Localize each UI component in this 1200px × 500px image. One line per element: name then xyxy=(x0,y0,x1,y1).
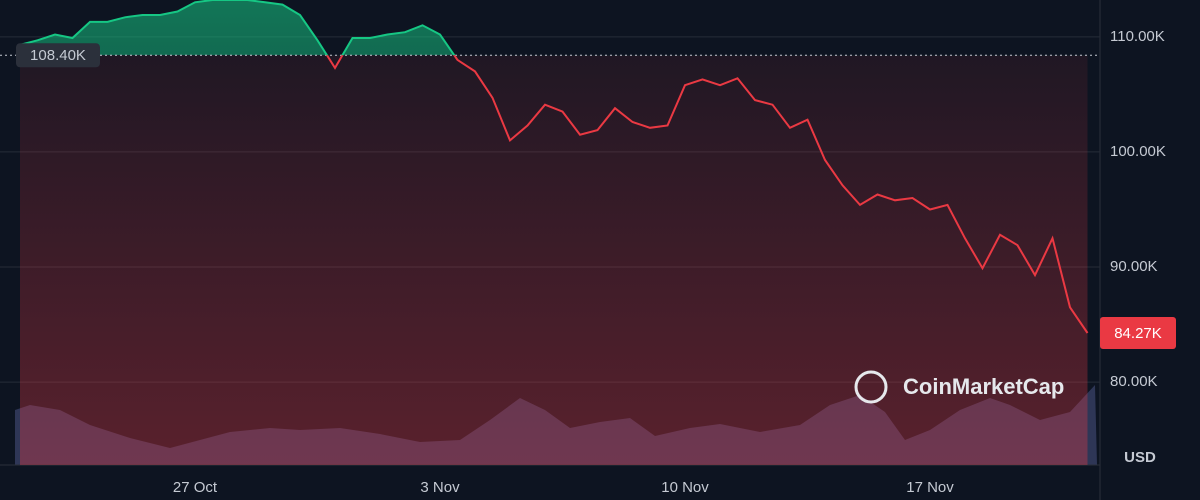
y-tick-label: 90.00K xyxy=(1110,258,1158,275)
price-line-down xyxy=(325,55,1089,334)
unit-label: USD xyxy=(1124,449,1156,466)
y-tick-label: 80.00K xyxy=(1110,373,1158,390)
baseline-label-box xyxy=(16,43,100,68)
watermark-logo xyxy=(854,370,888,404)
series xyxy=(0,0,1100,465)
last-price-label: 84.27K xyxy=(1114,325,1162,342)
last-price-box xyxy=(1100,316,1176,349)
area-up xyxy=(20,0,1088,56)
watermark: CoinMarketCap xyxy=(854,370,1064,404)
baseline-label: 108.40K xyxy=(30,47,86,64)
x-tick-label: 10 Nov xyxy=(661,479,709,496)
watermark-text: CoinMarketCap xyxy=(903,374,1064,399)
y-tick-label: 100.00K xyxy=(1110,143,1166,160)
x-tick-label: 17 Nov xyxy=(906,479,954,496)
price-line-up xyxy=(19,0,456,56)
x-tick-label: 3 Nov xyxy=(420,479,460,496)
area-down xyxy=(20,55,1088,465)
x-tick-label: 27 Oct xyxy=(173,479,218,496)
y-tick-label: 110.00K xyxy=(1110,28,1165,45)
